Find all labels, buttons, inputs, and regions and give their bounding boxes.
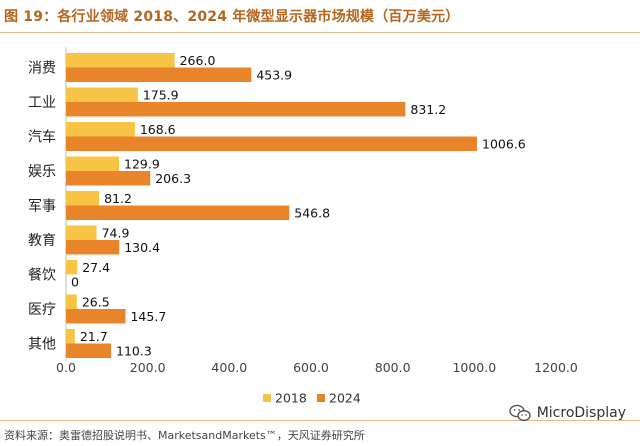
value-label-2024: 130.4 <box>124 240 160 255</box>
bar-2018 <box>66 294 77 309</box>
value-label-2018: 27.4 <box>82 260 110 275</box>
category-label: 其他 <box>28 337 56 353</box>
value-label-2018: 175.9 <box>143 88 179 103</box>
value-label-2024: 145.7 <box>130 309 166 324</box>
value-label-2024: 453.9 <box>256 68 292 83</box>
chart-title: 图 19：各行业领域 2018、2024 年微型显示器市场规模（百万美元） <box>4 9 460 25</box>
category-label: 娱乐 <box>28 164 56 180</box>
legend-label-2024: 2024 <box>329 391 361 406</box>
bar-2018 <box>66 225 97 240</box>
bar-2018 <box>66 53 175 68</box>
legend-swatch-2024 <box>317 394 325 402</box>
bar-2024 <box>66 67 252 82</box>
watermark: MicroDisplay <box>509 404 626 422</box>
bar-2018 <box>66 329 75 344</box>
bar-2024 <box>66 240 120 255</box>
category-label: 消费 <box>28 61 56 77</box>
legend-label-2018: 2018 <box>275 391 307 406</box>
wechat-icon <box>509 404 531 422</box>
category-label: 教育 <box>28 233 56 249</box>
source-note: 资料来源：奥雷德招股说明书、MarketsandMarkets™，天风证券研究所 <box>4 429 365 442</box>
value-label-2018: 74.9 <box>102 226 130 241</box>
footer-divider <box>0 420 640 421</box>
x-tick-label: 1000.0 <box>452 360 496 375</box>
category-label: 餐饮 <box>28 268 56 284</box>
value-label-2018: 266.0 <box>180 53 216 68</box>
value-label-2018: 21.7 <box>80 329 108 344</box>
category-label: 工业 <box>28 95 56 111</box>
value-label-2024: 0 <box>71 275 79 290</box>
bar-2018 <box>66 122 135 137</box>
value-label-2024: 206.3 <box>155 171 191 186</box>
legend-swatch-2018 <box>263 394 271 402</box>
value-label-2018: 129.9 <box>124 157 160 172</box>
x-tick-label: 0.0 <box>56 360 76 375</box>
value-label-2018: 168.6 <box>140 122 176 137</box>
x-tick-label: 200.0 <box>130 360 166 375</box>
x-tick-label: 1200.0 <box>534 360 578 375</box>
x-tick-label: 800.0 <box>375 360 411 375</box>
bar-2018 <box>66 87 138 102</box>
bar-chart: 消费 266.0 453.9 工业 175.9 831.2 汽车 168.6 1006.6 娱乐 1… <box>28 47 578 406</box>
bar-2024 <box>66 102 406 117</box>
bar-2018 <box>66 156 120 171</box>
bar-2024 <box>66 171 151 186</box>
bar-2024 <box>66 343 112 358</box>
value-label-2024: 110.3 <box>116 344 152 359</box>
value-label-2024: 831.2 <box>410 102 446 117</box>
watermark-text: MicroDisplay <box>536 405 626 421</box>
x-tick-label: 600.0 <box>293 360 329 375</box>
value-label-2018: 26.5 <box>82 295 110 310</box>
bar-2018 <box>66 191 100 206</box>
bar-2018 <box>66 260 78 275</box>
category-label: 军事 <box>28 199 56 215</box>
bar-2024 <box>66 205 290 220</box>
category-label: 汽车 <box>28 129 56 146</box>
bar-2024 <box>66 309 126 324</box>
category-label: 医疗 <box>28 302 56 318</box>
value-label-2024: 546.8 <box>294 206 330 221</box>
bar-2024 <box>66 136 478 151</box>
value-label-2018: 81.2 <box>104 191 132 206</box>
x-tick-label: 400.0 <box>211 360 247 375</box>
value-label-2024: 1006.6 <box>482 137 526 152</box>
title-divider <box>0 32 640 33</box>
